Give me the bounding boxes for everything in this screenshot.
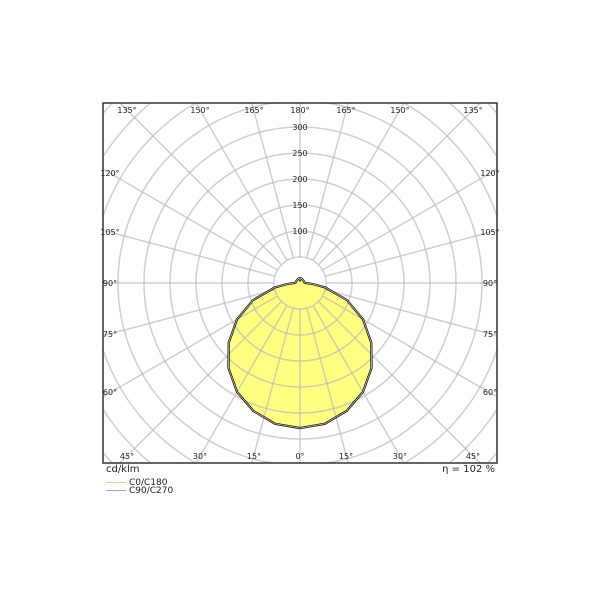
- angle-grid-spoke: [195, 305, 288, 463]
- angle-grid-spoke: [119, 300, 283, 463]
- angle-grid-spoke: [312, 103, 405, 261]
- efficiency-label: η = 102 %: [442, 464, 495, 475]
- angle-grid-spoke: [195, 103, 288, 261]
- angle-grid-spoke: [322, 295, 497, 398]
- angle-label-bottom: 30°: [393, 452, 407, 461]
- angle-label-right: 60°: [483, 388, 497, 397]
- angle-label-top: 180°: [290, 106, 309, 115]
- angle-grid-spoke: [324, 229, 497, 277]
- angle-label-bottom: 45°: [466, 452, 480, 461]
- angle-label-left: 120°: [100, 169, 119, 178]
- angle-label-right: 105°: [480, 228, 499, 237]
- angle-grid-spoke: [103, 289, 276, 337]
- legend-swatch-c0: [106, 482, 126, 483]
- series-line-1: [228, 277, 372, 429]
- angle-label-top: 165°: [244, 106, 263, 115]
- legend-label-c0: C0/C180: [129, 478, 168, 488]
- angle-label-top: 150°: [190, 106, 209, 115]
- angle-label-left: 105°: [100, 228, 119, 237]
- angle-label-bottom: 30°: [193, 452, 207, 461]
- plot-area: [103, 103, 497, 463]
- radial-tick-label: 100: [292, 227, 307, 236]
- angle-grid-spoke: [324, 289, 497, 337]
- angle-label-left: 60°: [103, 388, 117, 397]
- angle-grid-spoke: [312, 305, 405, 463]
- angle-grid-spoke: [317, 103, 481, 266]
- angle-grid-spoke: [251, 103, 294, 259]
- legend-item-c0: C0/C180: [106, 478, 168, 488]
- angle-label-right: 120°: [480, 169, 499, 178]
- plot-frame: [102, 102, 498, 464]
- angle-label-left: 90°: [103, 279, 117, 288]
- angle-label-top: 165°: [336, 106, 355, 115]
- angle-label-bottom: 15°: [247, 452, 261, 461]
- angle-grid-spoke: [306, 103, 349, 259]
- angle-label-right: 75°: [483, 330, 497, 339]
- angle-label-bottom: 45°: [120, 452, 134, 461]
- angle-label-bottom: 0°: [295, 452, 304, 461]
- legend-label-c90: C90/C270: [129, 486, 174, 496]
- angle-label-top: 150°: [390, 106, 409, 115]
- angle-label-bottom: 15°: [339, 452, 353, 461]
- angle-grid-spoke: [103, 168, 278, 271]
- radial-tick-label: 150: [292, 201, 307, 210]
- angle-grid-spoke: [251, 307, 294, 463]
- angle-label-left: 75°: [103, 330, 117, 339]
- angle-label-top: 135°: [463, 106, 482, 115]
- radial-tick-label: 300: [292, 123, 307, 132]
- angle-grid-spoke: [322, 168, 497, 271]
- angle-grid-spoke: [103, 295, 278, 398]
- angle-grid-spoke: [119, 103, 283, 266]
- unit-label: cd/klm: [106, 464, 140, 475]
- radial-tick-label: 200: [292, 175, 307, 184]
- angle-grid-spoke: [317, 300, 481, 463]
- angle-label-right: 90°: [483, 279, 497, 288]
- angle-grid-spoke: [306, 307, 349, 463]
- angle-grid-spoke: [103, 229, 276, 277]
- legend-item-c90: C90/C270: [106, 486, 173, 496]
- legend-swatch-c90: [106, 490, 126, 491]
- angle-label-top: 135°: [117, 106, 136, 115]
- radial-tick-label: 250: [292, 149, 307, 158]
